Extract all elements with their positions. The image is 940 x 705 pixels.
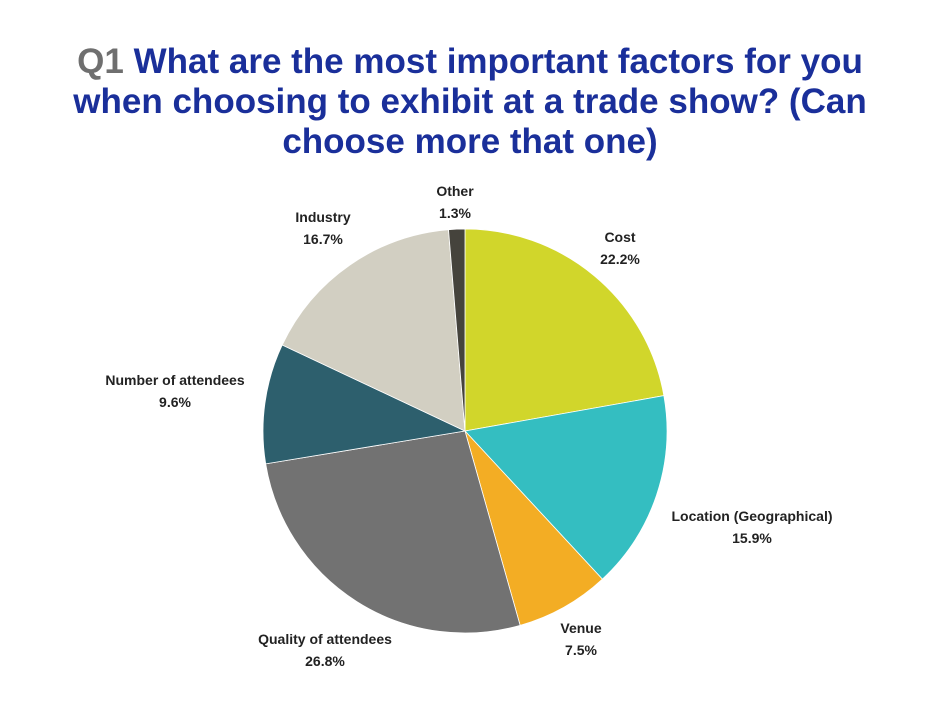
slice-label: Venue bbox=[560, 620, 601, 636]
slice-label: Industry bbox=[295, 209, 350, 225]
slice-label: Other bbox=[436, 183, 474, 199]
slice-value-label: 7.5% bbox=[565, 642, 597, 658]
pie-slice-venue bbox=[464, 430, 603, 626]
pie-slice-location-geographical bbox=[464, 395, 668, 580]
pie-slice-quality-of-attendees bbox=[265, 430, 521, 634]
slice-value-label: 1.3% bbox=[439, 205, 471, 221]
pie-slice-number-of-attendees bbox=[262, 344, 467, 465]
question-text: What are the most important factors for … bbox=[73, 42, 867, 161]
question-number: Q1 bbox=[77, 42, 124, 81]
pie-slice-cost bbox=[464, 228, 665, 432]
chart-title: Q1 What are the most important factors f… bbox=[60, 42, 880, 162]
slice-value-label: 15.9% bbox=[732, 530, 772, 546]
slice-value-label: 9.6% bbox=[159, 394, 191, 410]
pie-slices bbox=[262, 228, 668, 634]
slice-label: Number of attendees bbox=[105, 372, 244, 388]
slice-value-label: 26.8% bbox=[305, 653, 345, 669]
pie-slice-other bbox=[448, 228, 466, 432]
slice-value-label: 16.7% bbox=[303, 231, 343, 247]
slice-label: Location (Geographical) bbox=[671, 508, 832, 524]
slice-label: Quality of attendees bbox=[258, 631, 392, 647]
slice-value-label: 22.2% bbox=[600, 251, 640, 267]
slice-labels: Cost 22.2% Location (Geographical) 15.9% Ven… bbox=[105, 183, 832, 669]
pie-slice-industry bbox=[281, 229, 466, 432]
slice-label: Cost bbox=[604, 229, 635, 245]
